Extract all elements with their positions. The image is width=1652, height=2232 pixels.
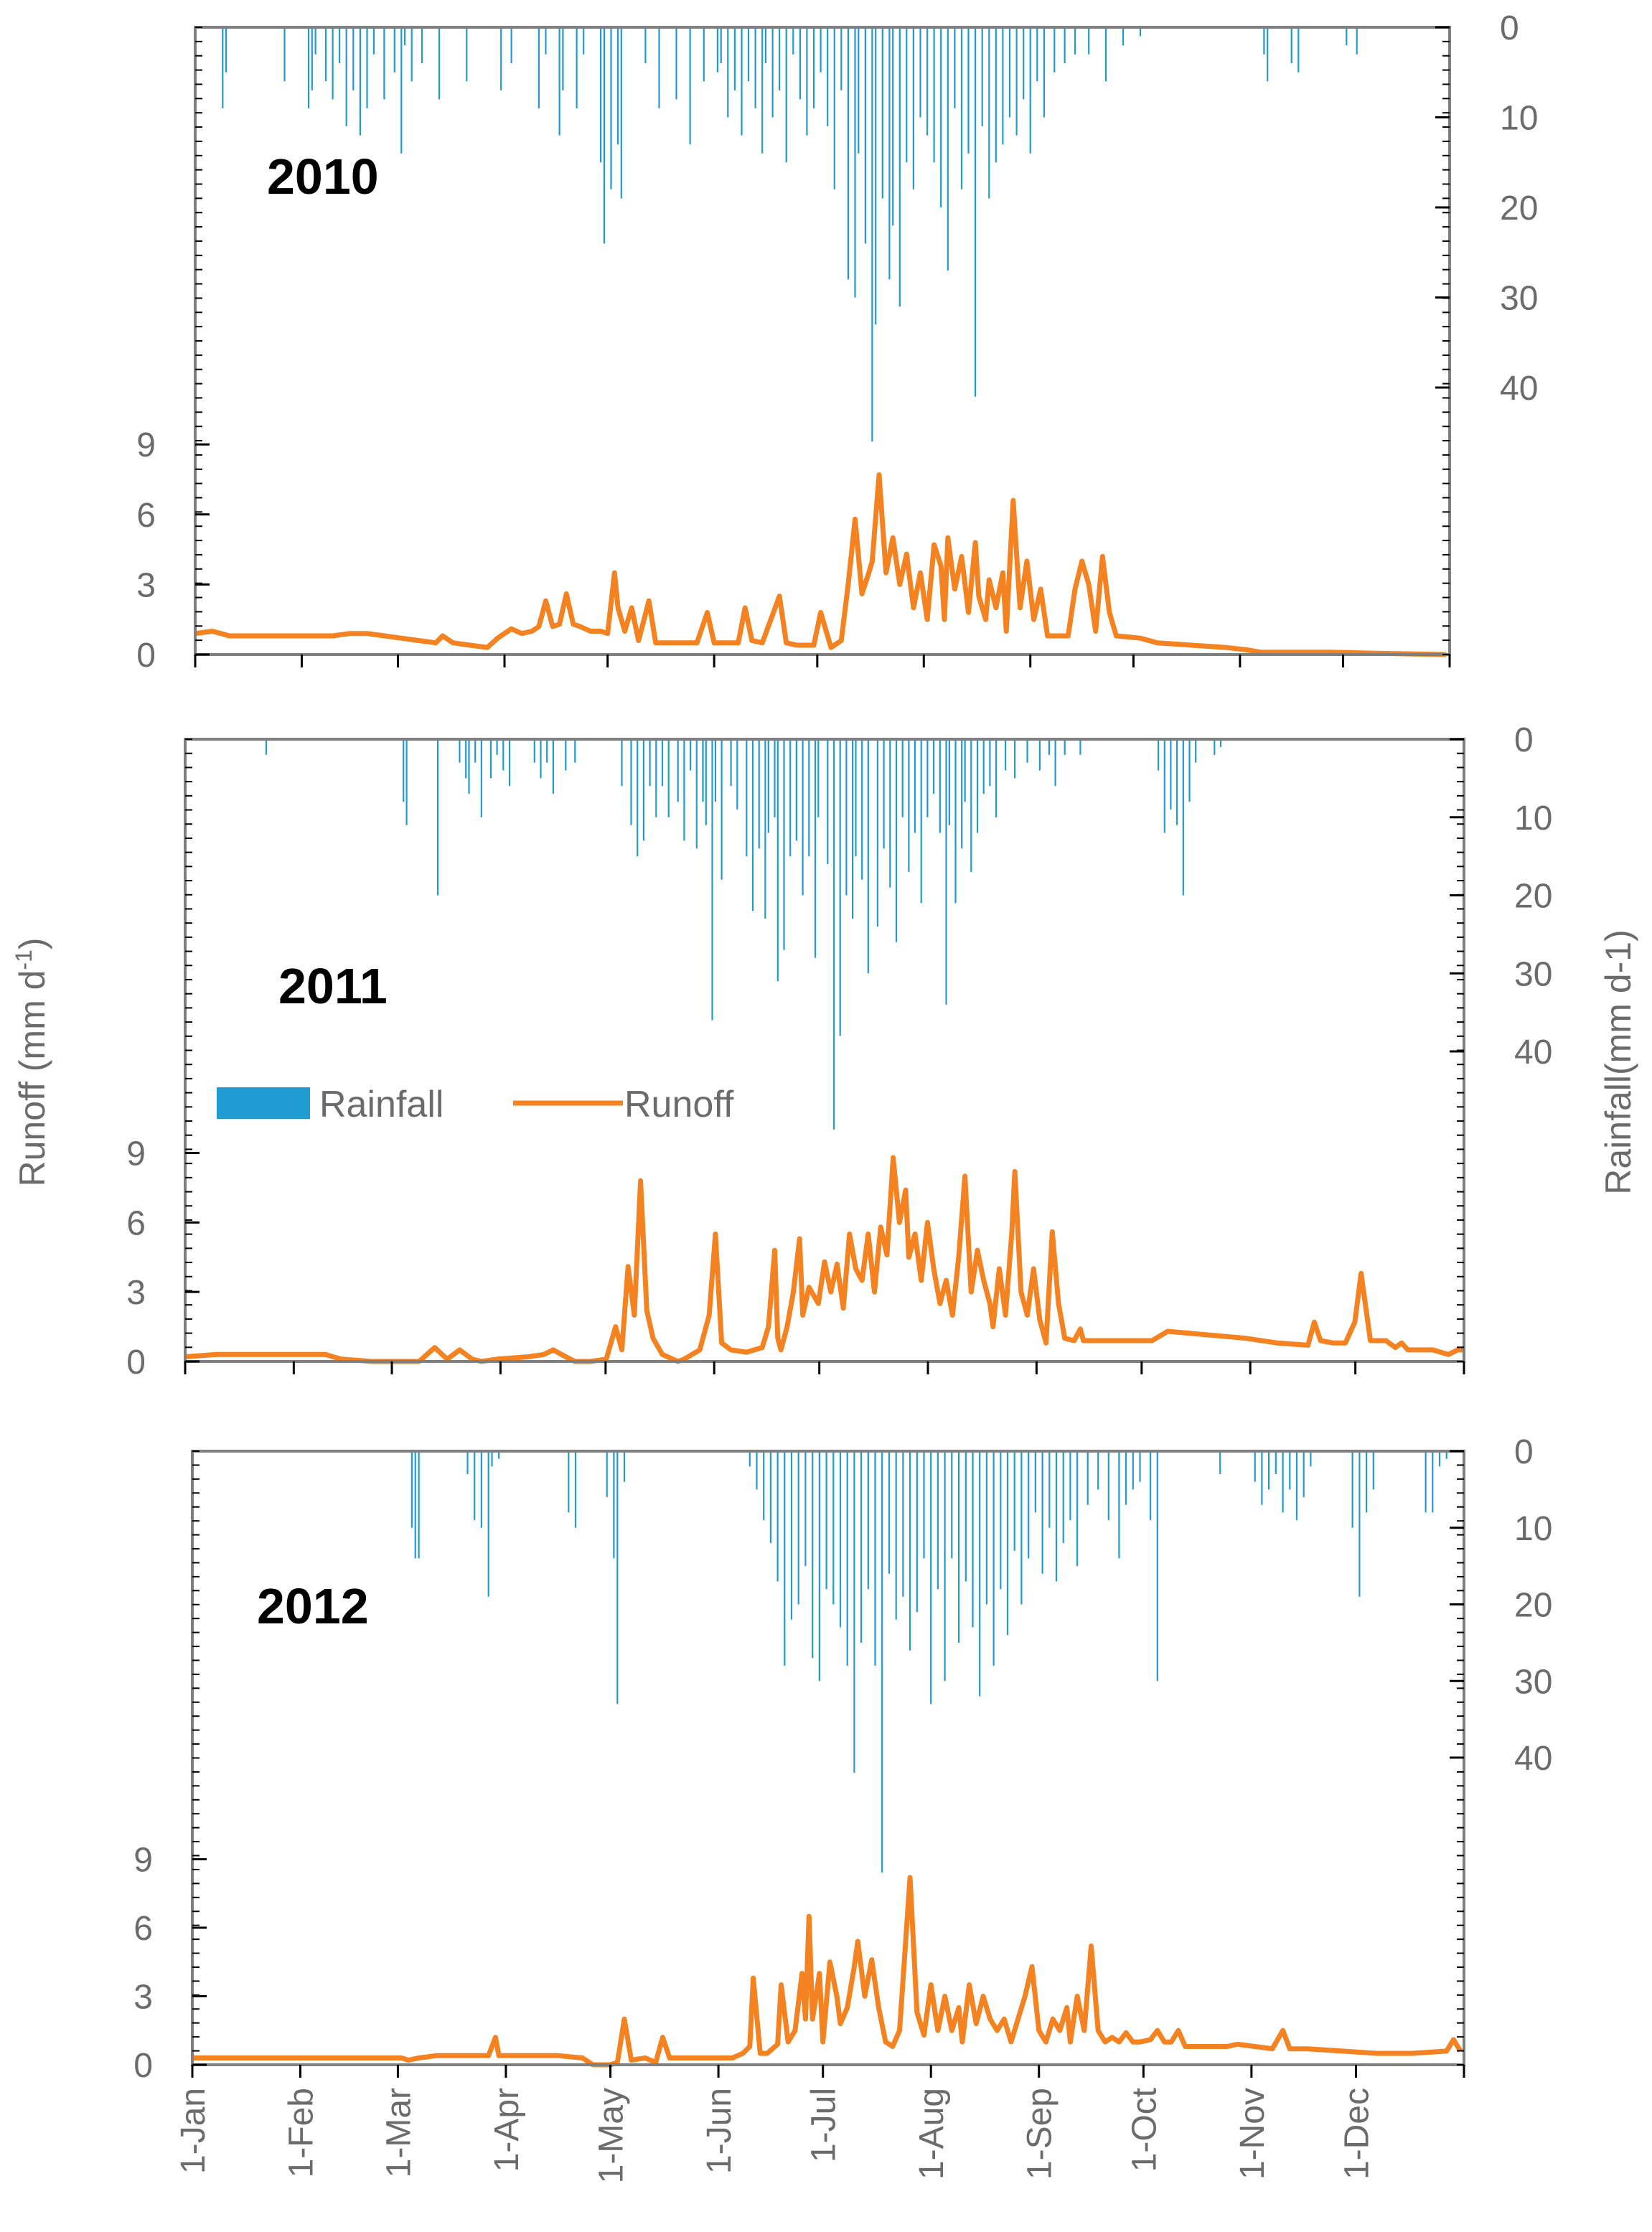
- panels: 0369010203040201003690102030402011036901…: [126, 9, 1552, 2183]
- month-label: 1-Jul: [805, 2088, 843, 2162]
- legend-rainfall-swatch: [217, 1087, 310, 1119]
- rainfall-tick-label: 40: [1500, 370, 1538, 408]
- month-label: 1-Feb: [283, 2088, 321, 2177]
- runoff-tick-label: 9: [126, 1135, 146, 1173]
- panel-2010: 0 3 6 9 0 10 20 30 40 2010: [136, 9, 1538, 675]
- rainfall-tick-label: 0: [1500, 9, 1519, 47]
- runoff-line: [194, 472, 1447, 657]
- month-label: 1-Sep: [1021, 2088, 1059, 2180]
- month-label: 1-Jan: [174, 2088, 212, 2174]
- runoff-tick-label: 3: [133, 1979, 153, 2017]
- rainfall-tick-label: 20: [1514, 1587, 1552, 1625]
- rainfall-tick-label: 30: [1514, 955, 1552, 993]
- month-label: 1-Jun: [700, 2088, 738, 2174]
- month-label: 1-Oct: [1125, 2088, 1163, 2172]
- rainfall-tick-label: 40: [1514, 1033, 1552, 1072]
- right-axis-title: Rainfall(mm d-1): [1598, 929, 1638, 1195]
- rainfall-tick-label: 30: [1514, 1663, 1552, 1701]
- rainfall-tick-label: 0: [1514, 721, 1534, 759]
- runoff-tick-label: 6: [136, 497, 156, 535]
- runoff-tick-label: 0: [126, 1344, 146, 1382]
- rainfall-tick-label: 10: [1514, 1510, 1552, 1548]
- year-label: 2012: [257, 1578, 369, 1634]
- runoff-tick-label: 6: [133, 1910, 153, 1948]
- runoff-tick-label: 3: [136, 566, 156, 604]
- runoff-line: [192, 1875, 1463, 2068]
- panel-2012: 0 3 6 9 0 10 20 30 40 2012: [133, 1433, 1552, 2085]
- runoff-tick-label: 9: [133, 1842, 153, 1880]
- month-label: 1-Nov: [1234, 2088, 1272, 2180]
- runoff-tick-label: 0: [136, 637, 156, 675]
- month-label: 1-Aug: [913, 2088, 951, 2180]
- rainfall-tick-label: 10: [1500, 100, 1538, 138]
- runoff-line: [184, 1155, 1464, 1364]
- plot-frame: [194, 26, 1451, 656]
- year-label: 2010: [267, 149, 379, 205]
- legend-runoff-label: Runoff: [624, 1084, 734, 1125]
- rainfall-tick-label: 10: [1514, 800, 1552, 838]
- rainfall-tick-label: 40: [1514, 1740, 1552, 1778]
- panel-2011: 0 3 6 9 0 10 20 30 40 2011: [126, 721, 1552, 1382]
- month-label: 1-May: [593, 2088, 631, 2183]
- rainfall-tick-label: 20: [1500, 189, 1538, 228]
- runoff-tick-label: 3: [126, 1274, 146, 1312]
- year-label: 2011: [278, 958, 388, 1014]
- legend-rainfall-label: Rainfall: [319, 1084, 443, 1125]
- rainfall-tick-label: 20: [1514, 878, 1552, 916]
- runoff-tick-label: 6: [126, 1204, 146, 1242]
- month-label: 1-Mar: [380, 2088, 418, 2177]
- month-label: 1-Apr: [488, 2088, 526, 2172]
- runoff-tick-label: 0: [133, 2047, 153, 2085]
- rainfall-tick-label: 30: [1500, 280, 1538, 318]
- legend: Rainfall Runoff: [217, 1084, 734, 1125]
- rainfall-tick-label: 0: [1514, 1433, 1534, 1471]
- runoff-tick-label: 9: [136, 426, 156, 464]
- month-label: 1-Dec: [1338, 2088, 1376, 2180]
- left-axis-title: Runoff (mm d-1): [11, 937, 52, 1186]
